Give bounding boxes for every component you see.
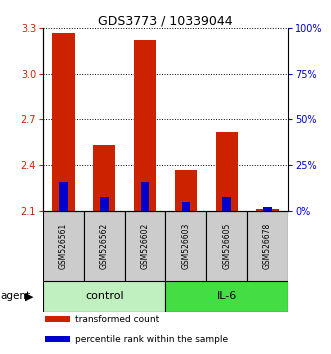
Text: transformed count: transformed count [74,315,159,324]
Text: GSM526562: GSM526562 [100,223,109,269]
Bar [256,209,279,211]
Text: IL-6: IL-6 [216,291,237,302]
Text: percentile rank within the sample: percentile rank within the sample [74,335,228,344]
Bar [206,211,247,281]
Bar [59,182,68,211]
Bar [182,202,190,211]
Text: GSM526603: GSM526603 [181,223,190,269]
Bar [43,281,166,312]
Text: GSM526678: GSM526678 [263,223,272,269]
Bar [43,211,84,281]
Bar [263,207,272,211]
Bar [166,281,288,312]
Text: GSM526561: GSM526561 [59,223,68,269]
Bar [166,211,206,281]
Bar [84,211,125,281]
Bar [222,197,231,211]
Title: GDS3773 / 10339044: GDS3773 / 10339044 [98,14,233,27]
Bar [45,316,70,322]
Bar [52,33,75,211]
Text: agent: agent [0,291,30,302]
Bar [125,211,166,281]
Bar [93,145,116,211]
Text: GSM526602: GSM526602 [141,223,150,269]
Bar [175,170,197,211]
Bar [141,182,149,211]
Text: ▶: ▶ [25,291,33,302]
Bar [45,336,70,342]
Text: control: control [85,291,123,302]
Text: GSM526605: GSM526605 [222,223,231,269]
Bar [247,211,288,281]
Bar [134,40,156,211]
Bar [215,132,238,211]
Bar [100,197,109,211]
